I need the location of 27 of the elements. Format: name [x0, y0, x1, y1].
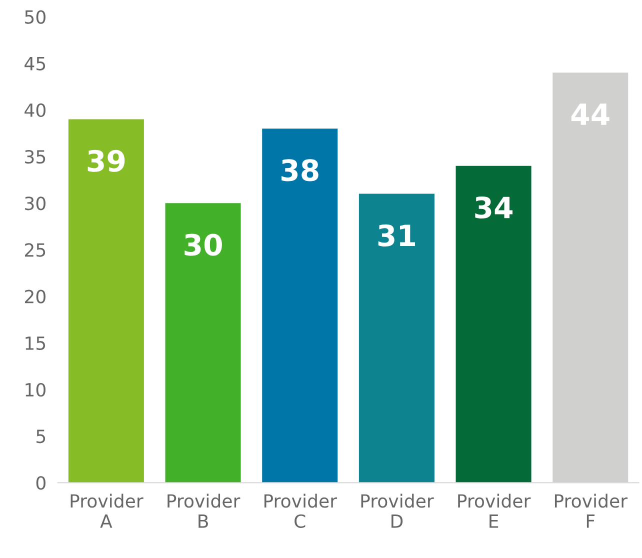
y-tick-label: 15 [26, 336, 46, 350]
x-tick-label: Provider C [264, 494, 338, 528]
y-tick-label: 5 [36, 430, 46, 444]
x-tick-label: Provider E [458, 494, 531, 528]
x-tick-label: Provider F [554, 494, 628, 528]
y-tick-label: 25 [25, 243, 46, 257]
y-tick-label: 45 [24, 57, 46, 70]
y-tick-label: 10 [26, 382, 46, 397]
bar [68, 119, 144, 483]
bar [262, 128, 338, 483]
data-label: 31 [378, 224, 415, 246]
y-tick-label: 30 [25, 196, 46, 210]
y-tick-label: 20 [25, 290, 46, 304]
data-label: 34 [475, 196, 512, 219]
data-label: 38 [282, 159, 318, 182]
x-tick-label: Provider D [361, 494, 434, 528]
bar [358, 194, 434, 483]
y-tick-label: 50 [25, 10, 46, 24]
x-tick-label: Provider B [168, 494, 240, 528]
y-tick-label: 0 [36, 476, 46, 490]
y-tick-label: 40 [24, 103, 46, 118]
bar [456, 166, 532, 483]
y-tick-label: 35 [25, 150, 46, 164]
data-label: 39 [88, 150, 125, 172]
bar [165, 203, 241, 483]
data-label: 30 [184, 234, 222, 256]
x-tick-label: Provider A [70, 494, 144, 528]
